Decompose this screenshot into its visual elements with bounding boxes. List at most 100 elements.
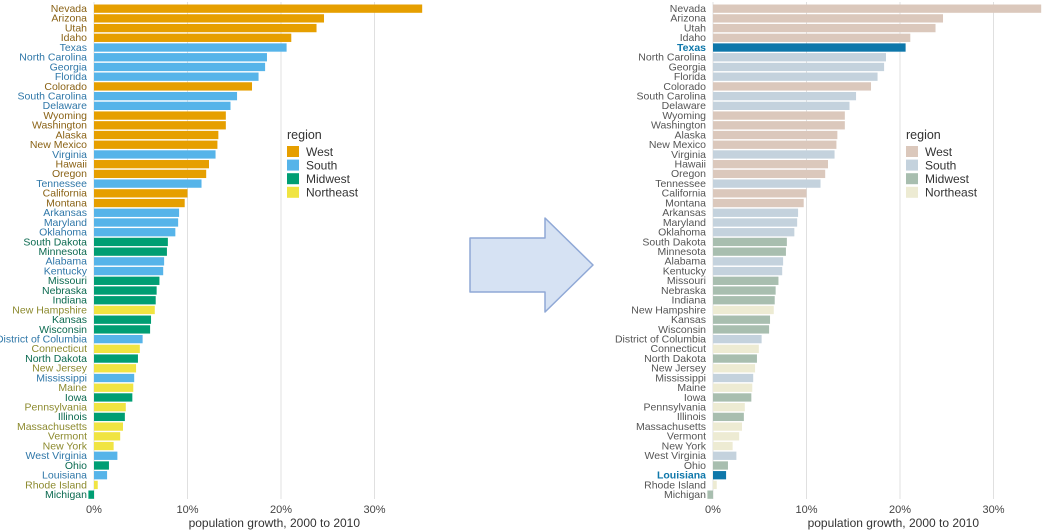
left-bar-wyoming bbox=[94, 111, 226, 120]
left-bar-arkansas bbox=[94, 208, 180, 217]
right-bar-virginia bbox=[713, 150, 835, 159]
right-bar-arizona bbox=[713, 14, 944, 23]
left-bar-delaware bbox=[94, 101, 231, 110]
left-category-label-colorado: Colorado bbox=[44, 81, 87, 93]
right-bar-illinois bbox=[713, 412, 744, 422]
right-category-label-utah: Utah bbox=[684, 22, 706, 34]
right-bar-alaska bbox=[713, 130, 838, 140]
right-bar-delaware bbox=[713, 101, 850, 110]
left-bar-mississippi bbox=[94, 373, 135, 383]
left-category-label-tennessee: Tennessee bbox=[36, 178, 87, 190]
right-bar-maine bbox=[713, 383, 753, 392]
left-category-label-maine: Maine bbox=[58, 382, 87, 394]
left-category-label-minnesota: Minnesota bbox=[39, 246, 88, 258]
left-tick-label-20: 20% bbox=[270, 504, 292, 516]
right-category-label-georgia: Georgia bbox=[669, 61, 707, 73]
right-bar-oklahoma bbox=[713, 228, 795, 237]
right-category-label-nebraska: Nebraska bbox=[661, 285, 706, 297]
left-legend-label-south: South bbox=[306, 158, 337, 172]
right-bar-tennessee bbox=[713, 179, 821, 188]
right-category-label-minnesota: Minnesota bbox=[658, 246, 707, 258]
left-category-label-washington: Washington bbox=[32, 120, 87, 132]
left-bar-louisiana bbox=[94, 471, 108, 480]
right-category-label-wisconsin: Wisconsin bbox=[658, 324, 706, 336]
left-category-label-utah: Utah bbox=[65, 22, 87, 34]
left-category-label-new-hampshire: New Hampshire bbox=[12, 304, 87, 316]
right-bar-california bbox=[713, 189, 807, 198]
left-category-label-maryland: Maryland bbox=[44, 217, 87, 229]
left-category-label-kentucky: Kentucky bbox=[44, 265, 88, 277]
right-category-label-kentucky: Kentucky bbox=[663, 265, 707, 277]
right-legend-label-west: West bbox=[925, 145, 953, 159]
left-tick-label-10: 10% bbox=[176, 504, 198, 516]
right-category-label-virginia: Virginia bbox=[671, 149, 706, 161]
right-category-label-hawaii: Hawaii bbox=[674, 159, 706, 171]
left-category-label-michigan: Michigan bbox=[45, 489, 87, 501]
left-bar-maryland bbox=[94, 218, 179, 227]
right-tick-label-10: 10% bbox=[795, 504, 817, 516]
left-category-label-west-virginia: West Virginia bbox=[26, 450, 88, 462]
right-category-label-new-york: New York bbox=[662, 440, 707, 452]
left-bar-south-carolina bbox=[94, 91, 238, 101]
left-category-label-oregon: Oregon bbox=[52, 168, 87, 180]
right-category-label-north-carolina: North Carolina bbox=[638, 52, 706, 64]
left-bar-illinois bbox=[94, 412, 125, 422]
left-category-label-alaska: Alaska bbox=[55, 129, 87, 141]
left-bar-north-carolina bbox=[94, 53, 267, 62]
left-category-label-north-dakota: North Dakota bbox=[25, 353, 87, 365]
left-category-label-new-mexico: New Mexico bbox=[30, 139, 87, 151]
left-legend-label-west: West bbox=[306, 145, 334, 159]
left-bar-kansas bbox=[94, 315, 152, 324]
left-legend-swatch-midwest bbox=[287, 173, 299, 185]
right-bar-massachusetts bbox=[713, 422, 742, 431]
right-legend-title: region bbox=[906, 128, 941, 142]
right-category-label-ohio: Ohio bbox=[684, 460, 706, 472]
left-category-label-vermont: Vermont bbox=[48, 431, 87, 443]
right-bar-wyoming bbox=[713, 111, 845, 120]
right-category-label-texas: Texas bbox=[677, 42, 706, 54]
right-legend-swatch-west bbox=[906, 146, 918, 157]
right-category-label-florida: Florida bbox=[674, 71, 706, 83]
left-bar-connecticut bbox=[94, 344, 140, 353]
right-category-label-new-hampshire: New Hampshire bbox=[631, 304, 706, 316]
right-category-label-maryland: Maryland bbox=[663, 217, 706, 229]
left-category-label-delaware: Delaware bbox=[43, 100, 88, 112]
right-bar-north-dakota bbox=[713, 354, 757, 363]
left-bar-north-dakota bbox=[94, 354, 138, 363]
right-bar-arkansas bbox=[713, 208, 799, 217]
right-category-label-montana: Montana bbox=[665, 197, 706, 209]
right-bar-new-york bbox=[713, 441, 733, 451]
right-bar-florida bbox=[713, 72, 878, 81]
right-bar-georgia bbox=[713, 62, 885, 72]
right-category-label-tennessee: Tennessee bbox=[655, 178, 706, 190]
left-bar-hawaii bbox=[94, 160, 210, 169]
left-bar-new-york bbox=[94, 441, 114, 451]
left-category-label-indiana: Indiana bbox=[53, 295, 88, 307]
left-category-label-wyoming: Wyoming bbox=[43, 110, 87, 122]
right-category-label-colorado: Colorado bbox=[663, 81, 706, 93]
right-bar-rhode-island bbox=[713, 480, 717, 490]
right-category-label-south-carolina: South Carolina bbox=[637, 90, 707, 102]
left-category-label-new-york: New York bbox=[43, 440, 88, 452]
right-bar-kansas bbox=[713, 315, 771, 324]
left-tick-label-0: 0% bbox=[86, 504, 102, 516]
left-bar-california bbox=[94, 189, 188, 198]
left-category-label-virginia: Virginia bbox=[52, 149, 87, 161]
right-bar-mississippi bbox=[713, 373, 754, 383]
right-category-label-massachusetts: Massachusetts bbox=[636, 421, 706, 433]
left-category-label-new-jersey: New Jersey bbox=[32, 363, 88, 375]
left-category-label-rhode-island: Rhode Island bbox=[25, 479, 87, 491]
left-bar-montana bbox=[94, 198, 185, 208]
right-category-label-iowa: Iowa bbox=[684, 392, 706, 404]
right-category-label-north-dakota: North Dakota bbox=[644, 353, 706, 365]
left-bar-colorado bbox=[94, 82, 253, 91]
right-bar-wisconsin bbox=[713, 325, 770, 334]
left-bar-alaska bbox=[94, 130, 219, 140]
left-bar-rhode-island bbox=[94, 480, 98, 490]
left-bar-west-virginia bbox=[94, 451, 118, 460]
right-legend-swatch-south bbox=[906, 159, 918, 171]
right-bar-district-of-columbia bbox=[713, 334, 762, 344]
